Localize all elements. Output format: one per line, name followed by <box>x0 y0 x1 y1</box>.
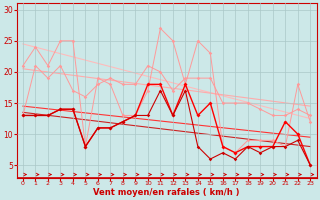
X-axis label: Vent moyen/en rafales ( km/h ): Vent moyen/en rafales ( km/h ) <box>93 188 240 197</box>
